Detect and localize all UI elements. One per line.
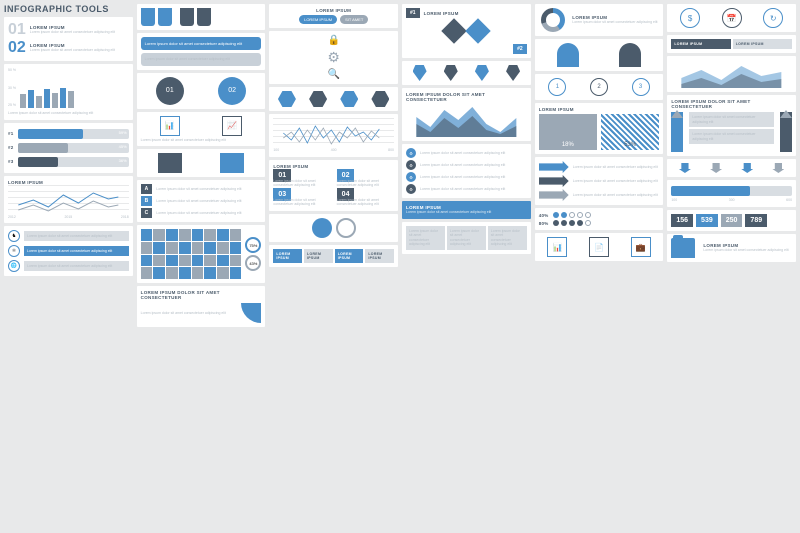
atom-icon: ⚛ (8, 245, 20, 257)
column-5: LOREM IPSUMLorem ipsum dolor sit amet co… (535, 4, 664, 529)
diamond-icon (466, 18, 491, 43)
area-chart-2 (667, 56, 796, 92)
chart-icon: 📊 (160, 116, 180, 136)
gear-icon: ⚙ (406, 184, 416, 194)
bar-chart: 50 % 30 % 25 % Lorem ipsum dolor sit ame… (4, 64, 133, 120)
briefcase-icon: 💼 (631, 237, 651, 257)
speech-bubble: Lorem ipsum dolor sit amet consectetuer … (141, 37, 262, 50)
arch-icon (619, 43, 641, 67)
arrow-down-icon (710, 163, 722, 173)
hexagon-row (269, 87, 398, 111)
column-1: INFOGRAPHIC TOOLS 01LOREM IPSUMLorem ips… (4, 4, 133, 529)
arrow-right-icon (539, 189, 569, 201)
calendar-icon: 📅 (722, 8, 742, 28)
person-icon (158, 153, 182, 173)
main-title: INFOGRAPHIC TOOLS (4, 4, 133, 14)
quote-icon (141, 8, 172, 26)
folder-icon (671, 238, 695, 258)
progress-bars: #159% #245% #336% (4, 123, 133, 173)
arrow-down-icon (741, 163, 753, 173)
refresh-icon: ↻ (763, 8, 783, 28)
circle-01: 01 (156, 77, 184, 105)
globe-icon: 🌐 (8, 260, 20, 272)
arch-icon (557, 43, 579, 67)
pencil-icon (780, 112, 792, 152)
area-chart: LOREM IPSUM DOLOR SIT AMET CONSECTETUER (402, 88, 531, 141)
gear-icon: ⚙ (406, 172, 416, 182)
document-icon: 📄 (589, 237, 609, 257)
gear-icon: ⚙ (273, 49, 394, 66)
search-icon: 🔍 (273, 69, 394, 80)
arrow-right-icon (539, 161, 569, 173)
gear-icon: ⚙ (406, 148, 416, 158)
dot-grid: 75% 43% (137, 225, 266, 283)
column-2: Lorem ipsum dolor sit amet consectetuer … (137, 4, 266, 529)
column-4: #1LOREM IPSUM #2 LOREM IPSUM DOLOR SIT A… (402, 4, 531, 529)
arrow-right-icon (539, 175, 569, 187)
pct-square: 53% (601, 114, 659, 150)
chart-icon: 📊 (547, 237, 567, 257)
column-6: $ 📅 ↻ LOREM IPSUM LOREM IPSUM LOREM IPSU… (667, 4, 796, 529)
num-01: 01 (8, 21, 26, 39)
pct-square: 18% (539, 114, 597, 150)
circle-02: 02 (218, 77, 246, 105)
column-3: LOREM IPSUM LOREM IPSUMSIT AMET 🔒 ⚙ 🔍 10… (269, 4, 398, 529)
timeline-chart: LOREM IPSUM 201220152018 (4, 176, 133, 224)
person-icon (220, 153, 244, 173)
donut-chart (541, 8, 565, 32)
quote-icon-dark (180, 8, 211, 26)
line-icon: 📈 (222, 116, 242, 136)
num-02: 02 (8, 39, 26, 57)
chess-icon: ♞ (8, 230, 20, 242)
zigzag-chart: 100400800 (269, 114, 398, 157)
dollar-icon: $ (680, 8, 700, 28)
gear-icon: ⚙ (406, 160, 416, 170)
arrow-down-icon (679, 163, 691, 173)
pencil-icon (671, 112, 683, 152)
lock-icon: 🔒 (273, 35, 394, 46)
arrow-down-icon (772, 163, 784, 173)
pins-row (402, 61, 531, 85)
diamond-icon (442, 18, 467, 43)
